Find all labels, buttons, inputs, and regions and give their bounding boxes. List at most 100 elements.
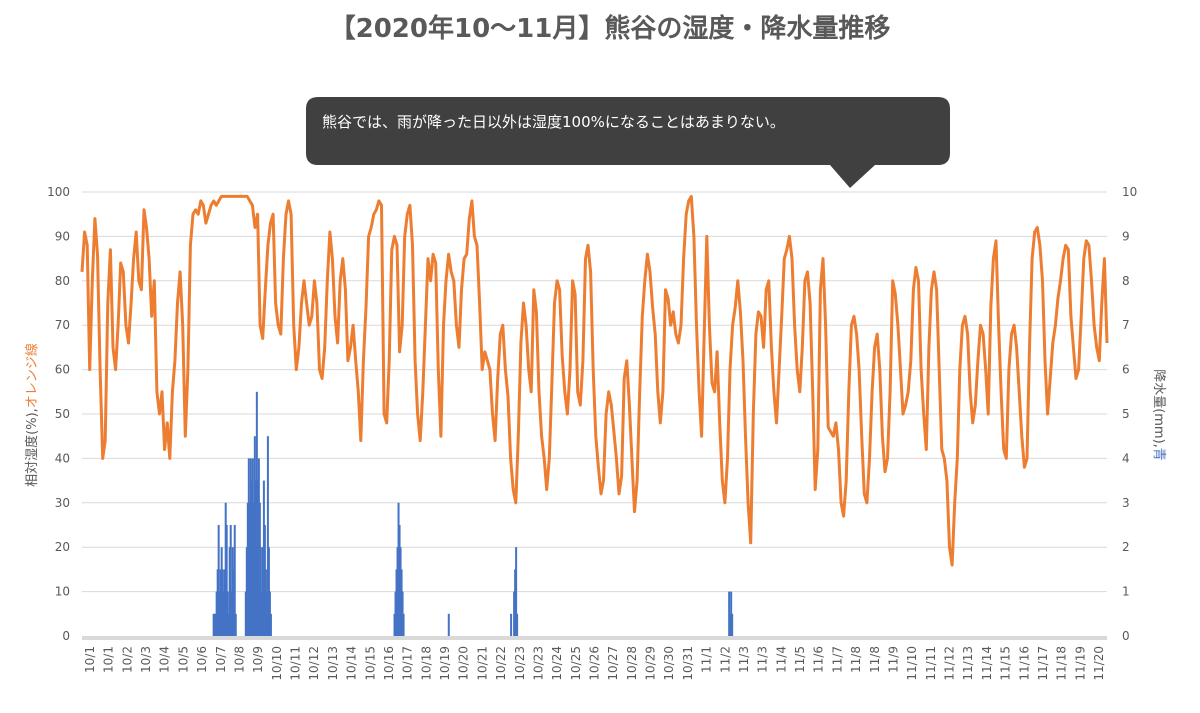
x-tick-label: 11/3 (737, 646, 751, 673)
precip-bar (233, 525, 236, 636)
x-tick-label: 10/3 (139, 646, 153, 673)
x-tick-label: 10/12 (307, 646, 321, 681)
precip-bar (447, 613, 450, 636)
precip-bar (513, 591, 516, 636)
x-tick-label: 11/15 (999, 646, 1013, 681)
precip-bar (510, 613, 513, 636)
x-tick-label: 11/11 (924, 646, 938, 681)
x-tick-label: 10/4 (158, 646, 172, 673)
x-tick-label: 11/2 (718, 646, 732, 673)
precip-bar (245, 547, 248, 636)
humidity-line-layer (80, 194, 1109, 567)
y-right-tick-label: 5 (1122, 407, 1130, 421)
precip-bar (401, 591, 404, 636)
x-tick-label: 11/10 (905, 646, 919, 681)
x-tick-label: 10/17 (401, 646, 415, 681)
y-right-tick-label: 8 (1122, 274, 1130, 288)
precip-bar (251, 458, 254, 636)
precip-bar (397, 502, 400, 636)
x-tick-label: 11/19 (1073, 646, 1087, 681)
x-tick-label: 10/21 (475, 646, 489, 681)
precip-bar (402, 613, 405, 636)
precip-bar (214, 613, 217, 636)
precip-bar (225, 525, 228, 636)
precip-bar (265, 591, 268, 636)
y-left-title: 相対湿度(%),オレンジ線 (24, 343, 40, 487)
precip-bar (215, 591, 218, 636)
x-tick-label: 11/17 (1036, 646, 1050, 681)
x-tick-label: 10/28 (625, 646, 639, 681)
precip-bar (730, 591, 733, 636)
x-tick-label: 10/13 (326, 646, 340, 681)
x-tick-label: 10/25 (569, 646, 583, 681)
precip-bar (516, 613, 519, 636)
x-tick-label: 10/29 (644, 646, 658, 681)
x-tick-label: 11/6 (812, 646, 826, 673)
x-tick-label: 10/5 (176, 646, 190, 673)
x-tick-label: 10/15 (363, 646, 377, 681)
precip-bar (222, 591, 225, 636)
x-tick-label: 11/3 (756, 646, 770, 673)
y-right-tick-label: 3 (1122, 496, 1130, 510)
precip-bar (731, 613, 734, 636)
x-tick-label: 10/26 (588, 646, 602, 681)
x-tick-label: 10/23 (531, 646, 545, 681)
precip-bar (246, 502, 249, 636)
annotation-callout: 熊谷では、雨が降った日以外は湿度100%になることはあまりない。 (306, 97, 950, 188)
precip-bar (262, 480, 265, 636)
precip-bar (515, 547, 518, 636)
x-tick-label: 10/16 (382, 646, 396, 681)
precip-bar (226, 591, 229, 636)
precip-bar (213, 613, 216, 636)
x-tick-label: 10/20 (457, 646, 471, 681)
precip-bar (258, 502, 261, 636)
x-tick-label: 10/18 (419, 646, 433, 681)
precip-bar (248, 502, 251, 636)
y-right-title: 降水量(mm),青 (1151, 369, 1166, 461)
precip-bar (729, 613, 732, 636)
y-left-tick-label: 90 (55, 229, 70, 243)
precip-bar (244, 591, 247, 636)
y-right-tick-label: 7 (1122, 318, 1130, 332)
x-tick-label: 11/12 (943, 646, 957, 681)
precip-bar (257, 458, 260, 636)
x-tick-label: 10/24 (550, 646, 564, 681)
x-tick-label: 11/5 (793, 646, 807, 673)
y-left-title-main: 相対湿度(%), (24, 408, 40, 487)
y-right-tick-label: 9 (1122, 229, 1130, 243)
y-left-tick-label: 100 (47, 185, 70, 199)
y-left-tick-label: 30 (55, 496, 70, 510)
precip-bar (216, 569, 219, 636)
precip-bar (212, 613, 215, 636)
precip-bar (398, 525, 401, 636)
x-tick-label: 10/11 (289, 646, 303, 681)
precip-bar (393, 613, 396, 636)
precip-bar (229, 525, 232, 636)
x-tick-label: 10/27 (606, 646, 620, 681)
y-right-tick-label: 6 (1122, 363, 1130, 377)
precip-bar (252, 502, 255, 636)
x-tick-label: 11/13 (961, 646, 975, 681)
x-tick-label: 10/6 (195, 646, 209, 673)
x-tick-label: 11/20 (1092, 646, 1106, 681)
y-left-tick-label: 70 (55, 318, 70, 332)
precip-bar (395, 569, 398, 636)
x-tick-label: 11/7 (830, 646, 844, 673)
y-left-tick-label: 80 (55, 274, 70, 288)
x-axis: 10/1 10/1 10/2 10/3 10/4 10/5 10/6 10/7 10/8 10/9… (82, 636, 1107, 681)
x-tick-label: 10/22 (494, 646, 508, 681)
x-tick-label: 10/9 (251, 646, 265, 673)
y-left-tick-label: 50 (55, 407, 70, 421)
precip-bar (224, 502, 227, 636)
precip-bar (256, 480, 259, 636)
precipitation-bars (212, 391, 734, 636)
x-tick-label: 10/19 (438, 646, 452, 681)
x-tick-label: 10/10 (270, 646, 284, 681)
x-tick-label: 10/14 (345, 646, 359, 681)
precip-bar (268, 591, 271, 636)
precip-bar (253, 436, 256, 636)
precip-bar (514, 569, 517, 636)
x-tick-label: 11/9 (886, 646, 900, 673)
